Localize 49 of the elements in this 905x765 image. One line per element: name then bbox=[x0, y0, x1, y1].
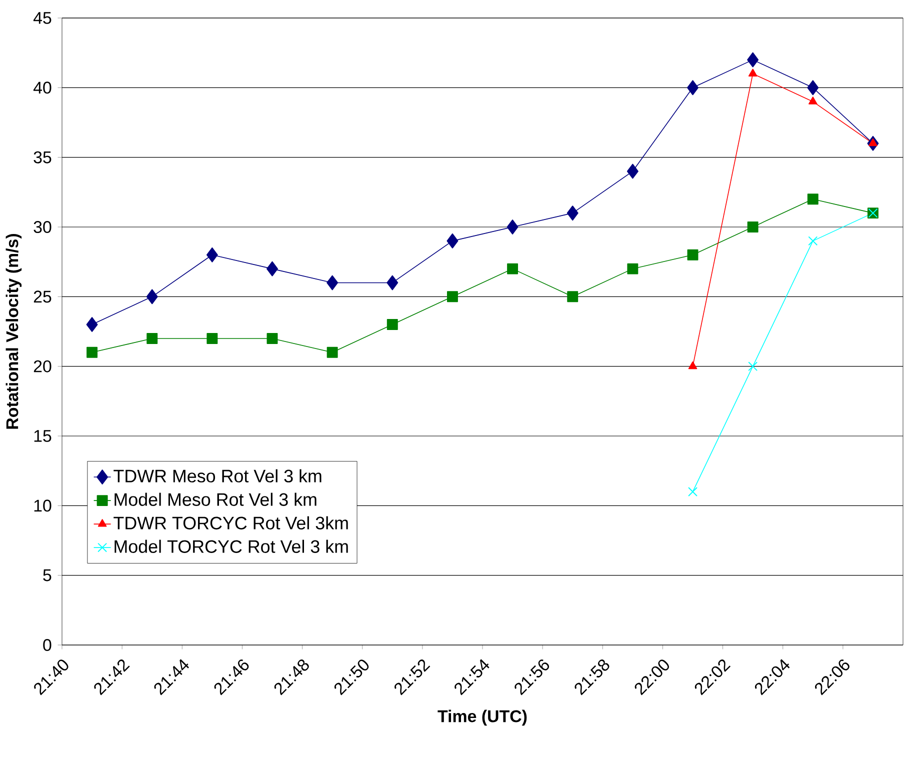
point bbox=[748, 362, 758, 372]
y-tick-label: 15 bbox=[34, 430, 52, 442]
point bbox=[266, 332, 278, 344]
y-tick-label: 10 bbox=[34, 500, 52, 512]
point bbox=[687, 249, 698, 260]
y-tick-label: 5 bbox=[43, 569, 52, 582]
point bbox=[808, 236, 818, 246]
point bbox=[626, 164, 638, 179]
y-tick-label: 25 bbox=[34, 290, 52, 303]
point bbox=[747, 222, 758, 232]
point bbox=[687, 80, 698, 96]
y-tick-label: 30 bbox=[34, 221, 52, 233]
point bbox=[86, 346, 98, 358]
point bbox=[808, 96, 818, 104]
point bbox=[266, 261, 278, 276]
point bbox=[446, 233, 458, 248]
legend-label: TDWR Meso Rot Vel 3 km bbox=[114, 469, 322, 482]
point bbox=[386, 275, 398, 290]
point bbox=[807, 80, 819, 96]
y-tick-label: 35 bbox=[34, 151, 52, 164]
point bbox=[206, 247, 218, 262]
y-tick-label: 20 bbox=[34, 360, 52, 372]
point bbox=[446, 291, 458, 302]
point bbox=[386, 319, 398, 330]
y-axis-title: Rotational Velocity (m/s) bbox=[6, 234, 22, 429]
point bbox=[868, 138, 878, 146]
point bbox=[326, 275, 338, 290]
legend-label: Model TORCYC Rot Vel 3 km bbox=[114, 540, 348, 553]
point bbox=[688, 487, 698, 496]
point bbox=[567, 291, 578, 302]
point bbox=[627, 263, 638, 274]
point bbox=[747, 52, 759, 68]
point bbox=[146, 289, 158, 304]
y-tick-label: 40 bbox=[33, 82, 52, 94]
point bbox=[206, 332, 218, 344]
point bbox=[566, 206, 578, 221]
legend-label: Model Meso Rot Vel 3 km bbox=[114, 492, 316, 506]
point bbox=[748, 68, 758, 76]
point bbox=[506, 220, 518, 234]
point bbox=[507, 263, 518, 274]
x-axis-title: Time (UTC) bbox=[438, 710, 527, 726]
legend-label: TDWR TORCYC Rot Vel 3km bbox=[114, 516, 348, 530]
y-tick-label: 0 bbox=[43, 639, 52, 652]
point bbox=[688, 361, 698, 370]
y-tick-label: 45 bbox=[33, 12, 52, 24]
point bbox=[86, 317, 98, 332]
point bbox=[807, 194, 818, 205]
point bbox=[146, 332, 158, 344]
point bbox=[326, 346, 338, 358]
